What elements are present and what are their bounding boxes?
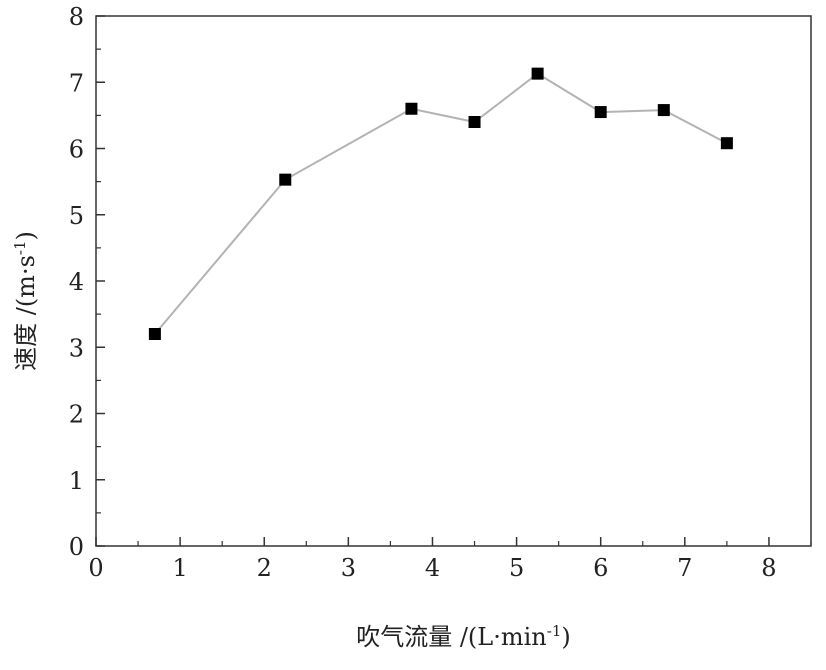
y-tick-label: 6 xyxy=(69,136,84,164)
x-tick-label: 1 xyxy=(172,554,187,582)
y-tick-label: 3 xyxy=(69,334,84,362)
x-tick-labels: 0 1 2 3 4 5 6 7 8 xyxy=(88,554,776,582)
y-tick-label: 5 xyxy=(69,202,84,230)
plot-frame xyxy=(95,15,812,547)
y-axis-title-sup: -1 xyxy=(11,240,29,255)
major-ticks xyxy=(95,15,770,547)
data-points xyxy=(148,67,733,340)
x-tick-label: 5 xyxy=(509,554,524,582)
y-tick-label: 2 xyxy=(69,401,84,429)
x-tick-label: 3 xyxy=(341,554,356,582)
data-point xyxy=(531,67,544,80)
y-axis-title-main: 速度 /(m·s xyxy=(12,255,40,371)
x-axis-title-main: 吹气流量 /(L·min xyxy=(356,623,547,651)
x-tick-label: 2 xyxy=(257,554,272,582)
data-point xyxy=(720,137,733,150)
x-axis-title-close: ) xyxy=(561,623,570,651)
data-point xyxy=(405,102,418,115)
x-tick-label: 8 xyxy=(761,554,776,582)
y-tick-labels: 0 1 2 3 4 5 6 7 8 xyxy=(69,3,84,561)
y-tick-label: 4 xyxy=(69,268,84,296)
data-point xyxy=(594,106,607,119)
data-point xyxy=(148,328,161,340)
data-point xyxy=(468,116,481,128)
x-tick-label: 6 xyxy=(593,554,608,582)
y-tick-label: 1 xyxy=(69,467,84,495)
x-tick-label: 7 xyxy=(677,554,692,582)
x-axis-title-sup: -1 xyxy=(547,622,562,640)
data-point xyxy=(657,104,670,117)
y-tick-label: 0 xyxy=(69,533,84,561)
x-tick-label: 0 xyxy=(88,554,103,582)
x-tick-label: 4 xyxy=(425,554,440,582)
series-line xyxy=(154,72,728,335)
y-tick-label: 7 xyxy=(69,69,84,97)
y-axis-title-close: ) xyxy=(12,231,40,240)
y-tick-label: 8 xyxy=(69,3,84,31)
x-axis-title: 吹气流量 /(L·min-1) xyxy=(356,622,571,651)
y-axis-title: 速度 /(m·s-1) xyxy=(11,231,40,371)
minor-ticks xyxy=(96,48,812,546)
data-point xyxy=(279,173,292,186)
